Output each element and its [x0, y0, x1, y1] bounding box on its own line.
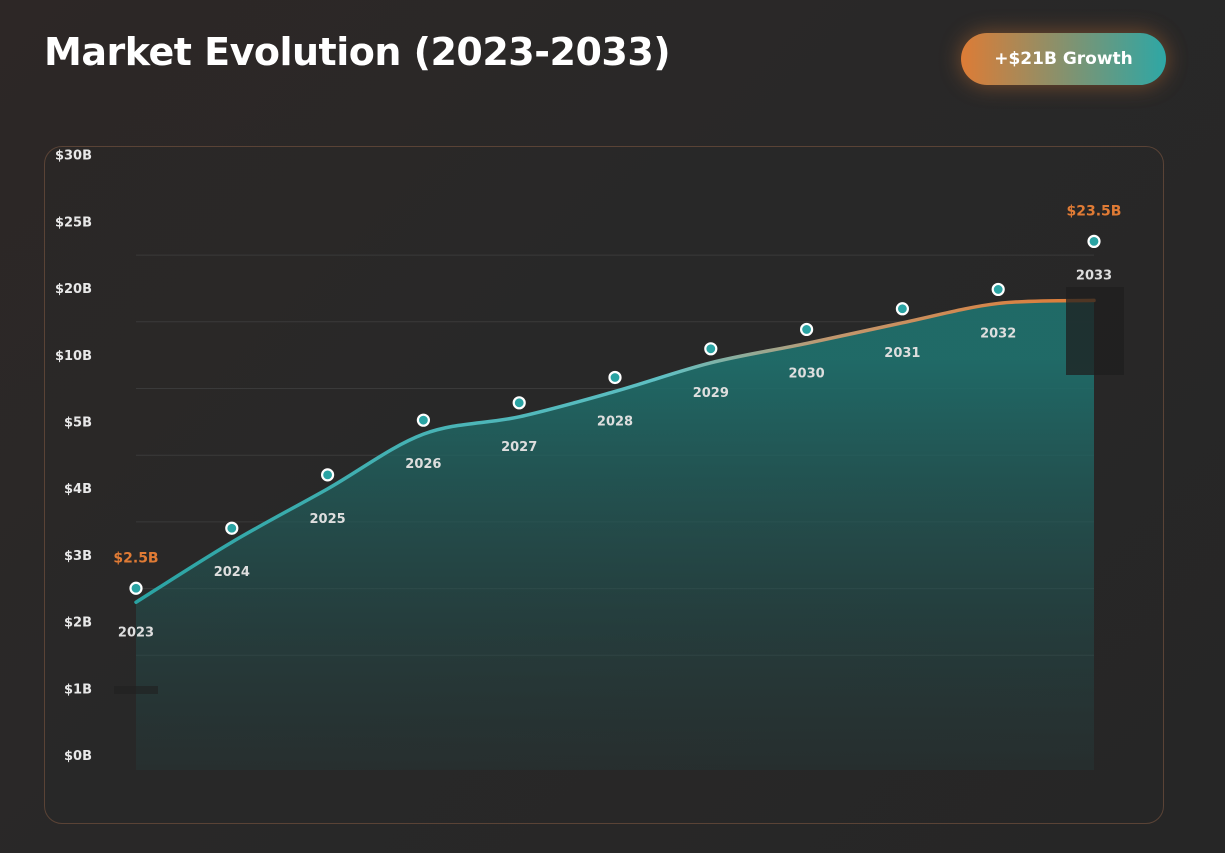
data-point — [225, 521, 239, 535]
x-tick-label: 2024 — [214, 565, 250, 580]
x-tick-label: 2033 — [1076, 268, 1112, 283]
y-tick-label: $1B — [64, 682, 92, 697]
y-tick-label: $0B — [64, 749, 92, 764]
x-tick-label: 2032 — [980, 326, 1016, 341]
x-tick-label: 2026 — [405, 457, 441, 472]
data-point — [799, 322, 814, 337]
x-tick-label: 2029 — [693, 386, 729, 401]
data-point — [608, 370, 622, 385]
growth-badge[interactable]: +$21B Growth — [961, 33, 1166, 85]
y-tick-label: $25B — [55, 215, 92, 230]
data-point — [895, 302, 910, 316]
x-tick-label: 2023 — [118, 625, 154, 640]
data-point — [416, 413, 430, 427]
data-points — [129, 234, 1101, 595]
y-axis: $0B $1B $2B $3B $4B $5B $10B $20B $25B $30B — [55, 149, 92, 764]
label-shadows — [114, 287, 1124, 694]
data-point — [321, 468, 335, 482]
y-tick-label: $10B — [55, 349, 92, 364]
data-point — [704, 342, 718, 356]
y-tick-label: $30B — [55, 149, 92, 164]
label-shadow — [1066, 287, 1124, 375]
x-tick-label: 2028 — [597, 414, 633, 429]
x-tick-label: 2031 — [884, 346, 920, 361]
data-label: $23.5B — [1067, 203, 1122, 219]
y-tick-label: $5B — [64, 416, 92, 431]
y-tick-label: $2B — [64, 616, 92, 631]
series-line — [134, 298, 1096, 604]
area-fill — [136, 300, 1094, 770]
data-label: $2.5B — [113, 550, 158, 566]
label-shadow — [114, 686, 158, 694]
y-tick-label: $20B — [55, 282, 92, 297]
x-axis: 2023 2024 2025 2026 2027 2028 2029 2030 2031 2032… — [118, 268, 1112, 640]
y-tick-label: $3B — [64, 549, 92, 564]
page-title: Market Evolution (2023-2033) — [44, 30, 671, 74]
x-tick-label: 2025 — [310, 512, 346, 527]
y-tick-label: $4B — [64, 482, 92, 497]
data-point — [991, 282, 1005, 297]
data-point — [512, 396, 526, 410]
data-point — [129, 581, 143, 595]
x-tick-label: 2030 — [789, 366, 825, 381]
data-point — [1087, 234, 1101, 249]
data-labels: $2.5B $23.5B — [113, 203, 1121, 566]
x-tick-label: 2027 — [501, 440, 537, 455]
